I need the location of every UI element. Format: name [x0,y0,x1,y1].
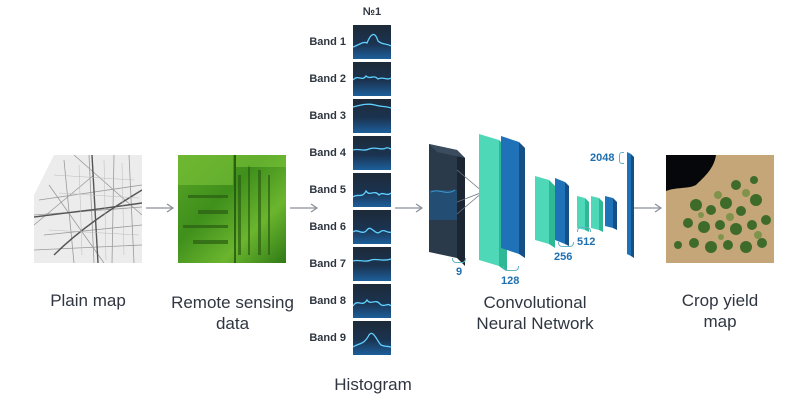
layer-brace [452,258,466,263]
band-histogram [353,136,391,170]
histogram-header: №1 [362,6,382,18]
band-histogram [353,99,391,133]
band-label: Band 2 [309,73,346,85]
layer-size-label: 128 [501,275,520,287]
caption-histogram: Histogram [334,375,412,394]
band-histogram [353,210,391,244]
crop-yield-map-image [666,155,774,263]
remote-sensing-image [178,155,286,263]
cnn-diagram [429,134,634,270]
caption-plain-map: Plain map [50,291,126,310]
plain-map-image [33,154,143,264]
caption-line: data [215,314,250,333]
band-label: Band 5 [309,184,346,196]
caption-cnn: Convolutional Neural Network [455,292,615,334]
band-label: Band 6 [309,221,346,233]
caption-line: map [703,312,737,331]
caption-line: Crop yield [681,291,759,310]
layer-size-label: 512 [577,236,596,248]
layer-size-label: 9 [456,266,463,278]
caption-remote-sensing: Remote sensing data [155,292,310,334]
arrow-right-icon [395,203,424,213]
band-histogram [353,284,391,318]
caption-line: Remote sensing [171,293,294,312]
band-label: Band 4 [309,147,346,159]
layer-brace [558,242,574,247]
layer-brace [619,152,624,164]
caption-line: Neural Network [476,314,594,333]
band-label: Band 7 [309,258,346,270]
caption-crop-yield: Crop yield map [660,290,780,332]
band-histogram [353,321,391,355]
band-label: Band 8 [309,295,346,307]
layer-brace [577,227,591,232]
band-histogram [353,173,391,207]
arrow-right-icon [290,203,319,213]
caption-line: Convolutional [483,293,587,312]
band-label: Band 3 [309,110,346,122]
band-label: Band 1 [309,36,346,48]
band-histogram [353,62,391,96]
layer-size-label: 2048 [590,152,615,164]
band-histogram [353,247,391,281]
band-histogram [353,25,391,59]
arrow-right-icon [634,203,663,213]
layer-brace [503,266,519,271]
layer-size-label: 256 [554,251,573,263]
band-label: Band 9 [309,332,346,344]
arrow-right-icon [146,203,175,213]
